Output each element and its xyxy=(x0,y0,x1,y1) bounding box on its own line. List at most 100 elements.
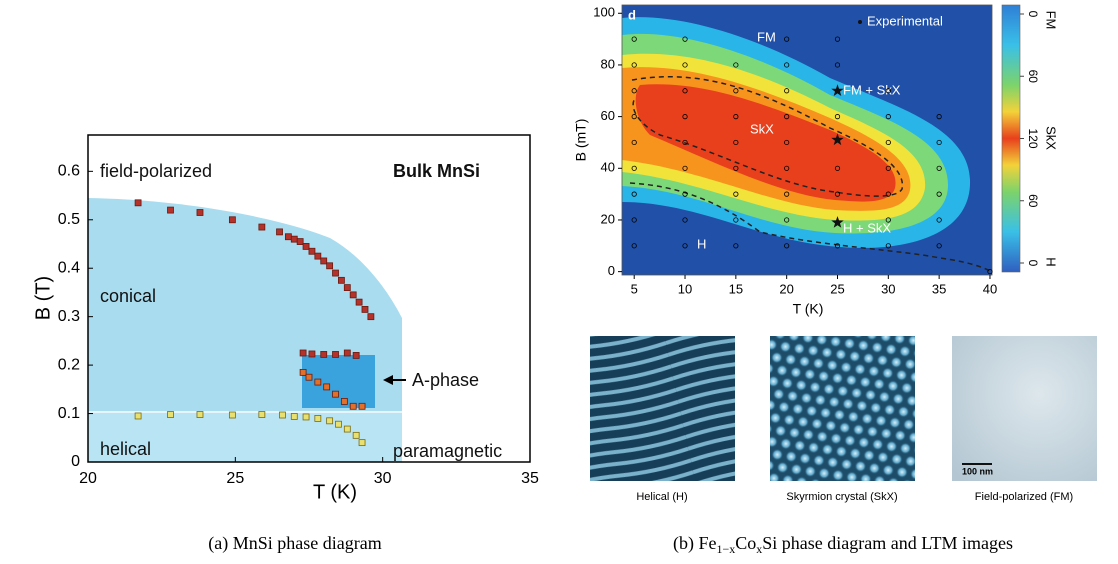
data-point xyxy=(290,235,298,243)
data-point xyxy=(352,352,360,359)
y-tick-label: 100 xyxy=(593,5,615,20)
x-tick-label: 10 xyxy=(678,281,692,296)
measurement-point xyxy=(682,217,688,223)
measurement-point xyxy=(733,165,739,171)
data-point xyxy=(299,368,307,376)
caption-sub: 1−x xyxy=(716,542,735,556)
measurement-point xyxy=(834,62,841,68)
measurement-point xyxy=(936,243,942,249)
measurement-point xyxy=(733,114,739,120)
measurement-point xyxy=(733,62,739,68)
measurement-point xyxy=(784,88,790,94)
data-point xyxy=(279,411,286,419)
data-point xyxy=(302,243,310,250)
measurement-point xyxy=(834,114,841,120)
measurement-point xyxy=(733,243,739,249)
data-point xyxy=(355,298,363,306)
scale-bar-label: 100 nm xyxy=(962,466,993,476)
data-point xyxy=(134,199,142,207)
y-tick-label: 0.2 xyxy=(58,356,80,373)
data-point xyxy=(167,206,174,214)
measurement-point xyxy=(733,217,739,223)
y-tick-label: 0 xyxy=(608,263,615,278)
measurement-point xyxy=(631,165,637,171)
measurement-point xyxy=(885,114,891,120)
measurement-point xyxy=(631,36,637,42)
x-tick-label: 5 xyxy=(631,281,638,296)
data-point xyxy=(332,351,339,358)
data-point xyxy=(349,291,357,299)
data-point xyxy=(314,414,322,422)
star-marker xyxy=(831,216,844,228)
measurement-point xyxy=(885,139,891,146)
data-point xyxy=(308,350,316,358)
data-point xyxy=(352,431,360,439)
y-tick-label: 0 xyxy=(71,453,80,470)
annotation: field-polarized xyxy=(100,161,212,181)
y-tick-label: 0.4 xyxy=(58,259,80,276)
x-tick-label: 20 xyxy=(779,281,793,296)
data-point xyxy=(196,209,204,216)
measurement-point xyxy=(784,36,790,42)
x-tick-label: 30 xyxy=(374,470,392,487)
ltm-image-skyrmion xyxy=(770,336,915,481)
x-tick-label: 20 xyxy=(79,470,97,487)
measurement-point xyxy=(631,62,637,68)
measurement-point xyxy=(682,165,688,171)
data-point xyxy=(302,413,310,421)
y-axis-label: B (mT) xyxy=(573,119,589,162)
data-point xyxy=(358,439,366,447)
y-tick-label: 0.6 xyxy=(58,163,80,180)
data-point xyxy=(284,233,292,241)
data-point xyxy=(228,411,236,419)
data-point xyxy=(308,247,316,255)
colorbar-tick-label: 0 xyxy=(1026,260,1040,267)
x-axis-label: T (K) xyxy=(793,301,824,317)
ltm-image-helical xyxy=(590,336,735,481)
measurement-point xyxy=(631,139,637,146)
measurement-point xyxy=(936,139,942,146)
annotation: H xyxy=(697,236,706,251)
data-point xyxy=(343,284,351,292)
x-tick-label: 25 xyxy=(830,281,844,296)
annotation: d xyxy=(628,7,636,22)
annotation: H + SkX xyxy=(843,220,891,235)
annotation: paramagnetic xyxy=(393,441,502,461)
measurement-point xyxy=(784,114,790,120)
x-tick-label: 15 xyxy=(729,281,743,296)
data-point xyxy=(332,390,339,398)
image-caption: Skyrmion crystal (SkX) xyxy=(786,491,897,503)
x-tick-label: 25 xyxy=(226,470,244,487)
measurement-point xyxy=(885,217,891,223)
contour-map xyxy=(622,5,992,275)
y-tick-label: 80 xyxy=(601,56,615,71)
y-axis-label: B (T) xyxy=(32,276,54,320)
y-tick-label: 40 xyxy=(601,160,615,175)
measurement-point xyxy=(631,243,637,249)
measurement-point xyxy=(987,269,993,275)
data-point xyxy=(134,412,142,420)
colorbar-label: SkX xyxy=(1044,126,1059,150)
plot-frame xyxy=(621,4,993,276)
annotation: Bulk MnSi xyxy=(393,161,480,181)
data-point xyxy=(320,351,328,358)
annotation: conical xyxy=(100,286,156,306)
measurement-point xyxy=(733,88,739,94)
data-point xyxy=(361,305,369,313)
data-point xyxy=(196,411,204,418)
data-point xyxy=(358,402,366,410)
data-point xyxy=(340,398,348,405)
measurement-point xyxy=(834,165,841,171)
x-tick-label: 35 xyxy=(521,470,539,487)
measurement-point xyxy=(834,191,841,197)
data-point xyxy=(326,417,334,425)
annotation: FM xyxy=(757,29,776,44)
data-point xyxy=(320,257,328,265)
measurement-point xyxy=(682,191,688,197)
measurement-point xyxy=(936,165,942,171)
data-point xyxy=(335,420,342,428)
star-marker xyxy=(831,84,844,96)
measurement-point xyxy=(733,139,739,146)
colorbar-tick-label: 0 xyxy=(1026,11,1040,18)
measurement-point xyxy=(682,114,688,120)
